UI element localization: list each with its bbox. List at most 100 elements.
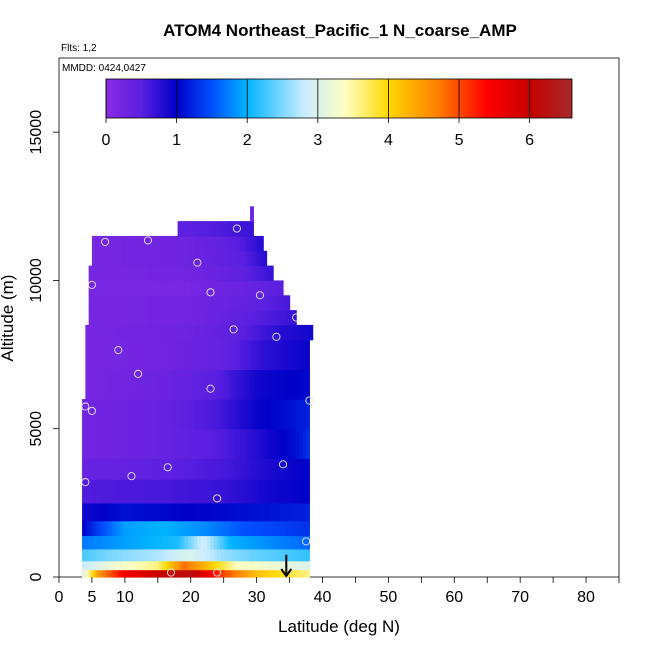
field-cell: [250, 548, 254, 562]
field-cell: [190, 235, 195, 252]
field-cell: [213, 502, 218, 522]
field-cell: [190, 221, 195, 237]
field-cell: [289, 502, 294, 522]
field-cell: [131, 479, 136, 504]
field-cell: [210, 399, 215, 430]
field-cell: [171, 369, 175, 400]
field-cell: [134, 548, 139, 562]
field-cell: [289, 535, 294, 550]
field-cell: [296, 458, 301, 480]
field-cell: [279, 310, 284, 326]
field-cell: [263, 502, 268, 522]
field-cell: [276, 295, 281, 311]
field-cell: [121, 520, 126, 537]
field-cell: [253, 235, 258, 252]
field-cell: [269, 428, 274, 459]
field-cell: [131, 280, 136, 296]
field-cell: [171, 569, 175, 578]
field-cell: [190, 250, 195, 267]
field-cell: [256, 548, 261, 562]
field-cell: [269, 339, 274, 370]
field-cell: [220, 265, 225, 282]
field-cell: [101, 520, 106, 537]
field-cell: [121, 324, 126, 341]
field-cell: [131, 399, 136, 430]
field-cell: [292, 310, 297, 326]
field-cell: [279, 520, 284, 537]
field-cell: [164, 310, 169, 326]
field-cell: [131, 310, 136, 326]
field-cell: [236, 520, 241, 537]
field-cell: [180, 520, 185, 537]
field-cell: [253, 535, 258, 550]
field-cell: [263, 250, 268, 267]
field-cell: [240, 280, 245, 296]
field-cell: [154, 235, 159, 252]
field-cell: [82, 548, 86, 562]
field-cell: [259, 569, 264, 578]
field-cell: [286, 369, 291, 400]
field-cell: [167, 399, 172, 430]
field-cell: [213, 221, 218, 237]
field-cell: [230, 548, 235, 562]
field-cell: [230, 221, 235, 237]
field-cell: [180, 280, 185, 296]
field-cell: [105, 458, 110, 480]
field-row: [82, 399, 310, 430]
field-cell: [105, 428, 110, 459]
field-cell: [154, 339, 159, 370]
field-cell: [101, 250, 106, 267]
field-cell: [243, 235, 248, 252]
x-tick-label: 70: [511, 589, 529, 606]
field-cell: [157, 250, 162, 267]
field-cell: [91, 458, 96, 480]
colorbar-tick-label: 0: [102, 132, 111, 149]
field-cell: [128, 280, 133, 296]
field-cell: [105, 520, 110, 537]
field-cell: [207, 235, 212, 252]
field-cell: [88, 265, 93, 282]
field-cell: [134, 250, 139, 267]
field-cell: [256, 369, 261, 400]
field-cell: [101, 560, 106, 571]
field-cell: [180, 295, 185, 311]
colorbar-tick-label: 2: [243, 132, 252, 149]
plot-frame: [58, 57, 620, 578]
field-cell: [227, 458, 231, 480]
field-cell: [246, 479, 251, 504]
field-cell: [283, 502, 287, 522]
field-cell: [144, 295, 149, 311]
field-cell: [144, 535, 149, 550]
field-cell: [253, 295, 258, 311]
field-cell: [210, 520, 215, 537]
field-cell: [299, 535, 304, 550]
field-cell: [263, 520, 268, 537]
field-cell: [292, 548, 297, 562]
field-cell: [273, 339, 278, 370]
field-cell: [253, 458, 258, 480]
field-cell: [194, 280, 198, 296]
field-cell: [200, 479, 205, 504]
field-cell: [91, 535, 96, 550]
field-cell: [194, 535, 198, 550]
field-cell: [276, 399, 281, 430]
field-cell: [171, 324, 175, 341]
field-cell: [131, 569, 136, 578]
field-cell: [279, 560, 284, 571]
field-cell: [227, 235, 231, 252]
field-cell: [184, 569, 189, 578]
field-cell: [82, 535, 86, 550]
field-cell: [217, 235, 222, 252]
field-cell: [253, 250, 258, 267]
field-cell: [141, 310, 146, 326]
field-cell: [236, 369, 241, 400]
field-cell: [91, 560, 96, 571]
field-cell: [203, 235, 208, 252]
field-cell: [269, 295, 274, 311]
field-cell: [233, 560, 238, 571]
field-cell: [174, 250, 179, 267]
field-cell: [292, 369, 297, 400]
field-cell: [164, 502, 169, 522]
field-cell: [197, 569, 202, 578]
field-cell: [200, 458, 205, 480]
